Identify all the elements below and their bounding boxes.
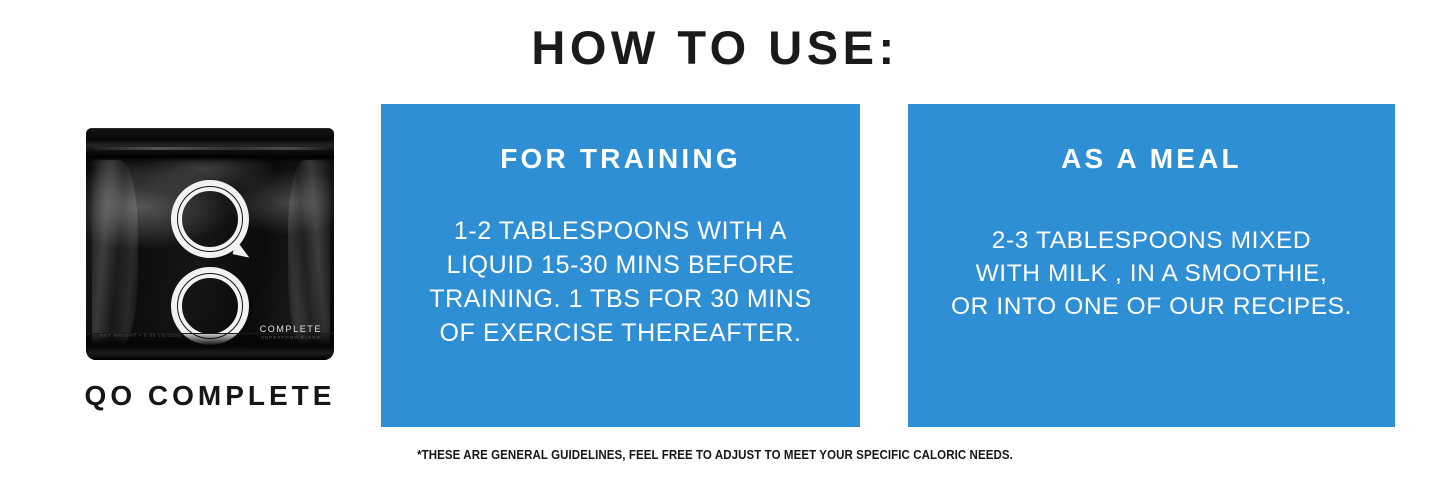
panel-as-a-meal-body: 2-3 TABLESPOONS MIXED WITH MILK , IN A S… <box>951 226 1352 321</box>
logo-q-icon <box>171 180 253 258</box>
product-pouch-image: NET WEIGHT • 0.55 LB/250g COMPLETE SUPER… <box>86 128 334 360</box>
logo-q-tail <box>232 239 253 258</box>
pouch-zipper-seal <box>86 128 334 158</box>
pouch-highlight-right <box>288 160 330 348</box>
panel-as-a-meal-heading: AS A MEAL <box>1061 143 1242 174</box>
footnote-disclaimer: *THESE ARE GENERAL GUIDELINES, FEEL FREE… <box>417 448 1013 462</box>
product-caption: QO COMPLETE <box>84 380 336 411</box>
pouch-bottom-gusset <box>86 333 334 360</box>
logo-o-ring-inner <box>177 273 243 339</box>
product-block: NET WEIGHT • 0.55 LB/250g COMPLETE SUPER… <box>45 128 375 412</box>
panel-for-training: FOR TRAINING 1-2 TABLESPOONS WITH A LIQU… <box>381 104 860 427</box>
page-title: HOW TO USE: <box>531 21 899 74</box>
panel-for-training-heading: FOR TRAINING <box>500 143 741 174</box>
pouch-label-main: COMPLETE <box>259 323 322 334</box>
panel-as-a-meal: AS A MEAL 2-3 TABLESPOONS MIXED WITH MIL… <box>908 104 1395 427</box>
logo-q-ring-outer <box>171 180 249 258</box>
pouch-highlight-left <box>92 160 138 348</box>
panel-for-training-body: 1-2 TABLESPOONS WITH A LIQUID 15-30 MINS… <box>429 216 812 347</box>
qo-logo-mark <box>171 180 253 345</box>
logo-q-ring-inner <box>177 186 243 252</box>
